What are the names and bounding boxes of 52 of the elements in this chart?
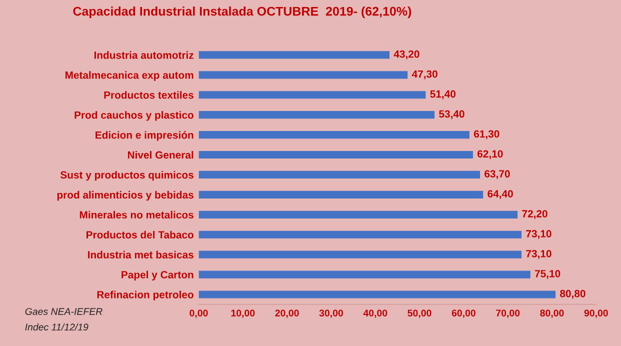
data-label: 73,10 <box>526 230 552 239</box>
text: Indec 11/12/19 <box>25 323 88 331</box>
y-tick-label: Papel y Carton <box>122 270 194 280</box>
bar <box>198 71 408 79</box>
y-tick-label: Industria automotriz <box>94 51 194 59</box>
y-tick-label: Productos del Tabaco <box>86 230 194 238</box>
bar <box>198 190 484 198</box>
data-label: 63,70 <box>484 170 510 180</box>
bar <box>198 170 480 179</box>
y-tick-label: Edicion e impresión <box>96 130 194 141</box>
data-label: 73,10 <box>526 250 552 259</box>
x-tick-label: 0,00 <box>190 310 208 318</box>
x-tick-label: 40,00 <box>363 310 388 318</box>
x-tick-label: 90,00 <box>584 310 608 318</box>
text: Gaes NEA-IEFER <box>25 308 102 315</box>
data-label: 53,40 <box>439 110 464 120</box>
y-tick-label: Productos textiles <box>104 91 194 99</box>
bar <box>198 91 426 99</box>
x-tick-label: 70,00 <box>496 310 520 318</box>
y-tick-label: Nivel General <box>128 150 194 159</box>
bar <box>198 290 556 298</box>
data-label: 51,40 <box>430 90 456 100</box>
data-label: 61,30 <box>474 130 500 140</box>
chart-title: Capacidad Industrial Instalada OCTUBRE 2019- (62,10%) <box>73 6 412 18</box>
x-tick-label: 50,00 <box>408 310 432 318</box>
y-tick-label: Prod cauchos y plastico <box>74 111 194 121</box>
bar <box>198 210 518 218</box>
x-tick-label: 30,00 <box>319 310 343 318</box>
y-tick-label: Minerales no metalicos <box>80 210 194 219</box>
data-label: 47,30 <box>412 70 438 80</box>
x-tick-label: 10,00 <box>231 310 255 318</box>
y-tick-label: Metalmecanica exp autom <box>65 71 194 81</box>
data-label: 64,40 <box>488 190 513 199</box>
bar <box>198 131 470 139</box>
x-tick-label: 80,00 <box>540 310 564 318</box>
bar <box>198 270 530 278</box>
data-label: 75,10 <box>534 270 560 279</box>
data-label: 43,20 <box>394 50 420 60</box>
data-label: 72,20 <box>522 210 548 219</box>
bar <box>198 51 390 59</box>
x-tick-label: 60,00 <box>452 310 476 318</box>
y-tick-label: prod alimenticios y bebidas <box>57 190 194 201</box>
x-tick-label: 20,00 <box>275 310 299 318</box>
bar <box>198 230 522 238</box>
y-tick-label: Sust y productos quimicos <box>60 170 194 181</box>
y-tick-label: Industria met basicas <box>88 250 194 258</box>
y-tick-label: Refinacion petroleo <box>97 290 194 300</box>
bar <box>198 111 435 119</box>
bar <box>198 150 473 159</box>
data-label: 80,80 <box>560 290 586 299</box>
bar <box>198 250 522 258</box>
data-label: 62,10 <box>478 150 503 160</box>
